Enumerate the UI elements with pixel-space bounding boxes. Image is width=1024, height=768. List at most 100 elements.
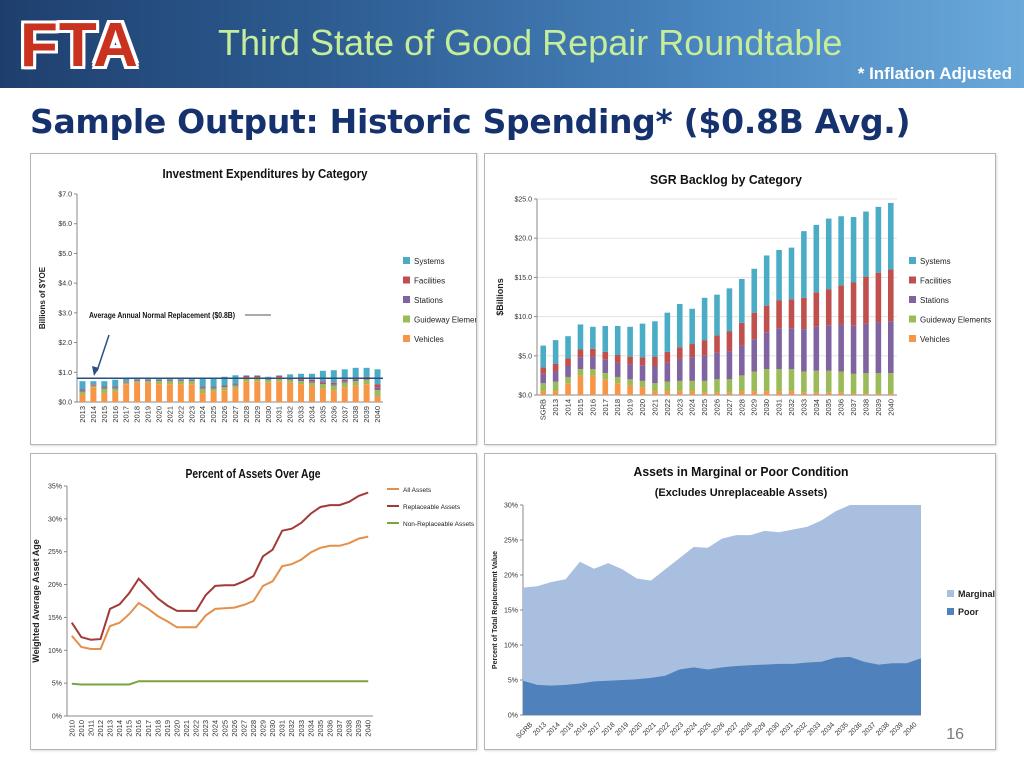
bar-guideway-elements-2031 (276, 378, 283, 382)
bar-vehicles-2035 (319, 388, 326, 402)
x-tick-label: 2024 (198, 406, 207, 423)
bar-systems-2028 (739, 278, 745, 323)
bar-systems-2026 (714, 294, 720, 336)
chart-title: Assets in Marginal or Poor Condition (634, 464, 849, 479)
x-tick-label: 2030 (268, 720, 277, 737)
bar-vehicles-2038 (863, 393, 869, 395)
bar-guideway-elements-2023 (676, 380, 683, 392)
bar-stations-2031 (776, 328, 782, 370)
bar-facilities-2026 (221, 385, 228, 386)
x-tick-label: 2036 (329, 406, 338, 423)
bar-vehicles-2020 (639, 387, 646, 395)
bar-facilities-2024 (199, 386, 206, 388)
bar-stations-2017 (123, 381, 130, 383)
x-tick-label: 2032 (793, 721, 809, 737)
x-tick-label: 2020 (638, 399, 647, 416)
bar-systems-2031 (276, 375, 283, 376)
x-tick-label: 2028 (242, 406, 251, 423)
bar-stations-2030 (265, 378, 272, 380)
x-tick-label: 2032 (787, 399, 796, 416)
bar-vehicles-2038 (352, 385, 359, 402)
bar-guideway-elements-2017 (602, 373, 609, 380)
bar-vehicles-2015 (101, 393, 108, 402)
x-tick-label: 2020 (154, 406, 163, 423)
bar-vehicles-2034 (308, 385, 315, 402)
bar-facilities-2014 (90, 384, 97, 385)
bar-guideway-elements-2031 (776, 369, 782, 392)
x-tick-label: 2016 (573, 721, 589, 737)
bar-vehicles-2023 (676, 391, 683, 395)
x-tick-label: 2038 (351, 406, 360, 423)
y-tick-label: $0.0 (518, 393, 532, 400)
bar-facilities-2019 (627, 356, 633, 365)
bar-stations-2023 (676, 358, 683, 381)
bar-facilities-2019 (145, 379, 152, 381)
x-tick-label: 2016 (111, 406, 120, 423)
legend-label-replaceable-assets: Replaceable Assets (403, 504, 461, 511)
bar-systems-2015 (101, 381, 108, 387)
bar-systems-2032 (788, 247, 795, 300)
bar-facilities-2034 (308, 379, 315, 382)
legend-swatch-poor (947, 608, 954, 615)
x-tick-label: 2018 (601, 721, 617, 737)
bar-facilities-2028 (739, 322, 745, 346)
bar-guideway-elements-2019 (627, 379, 633, 386)
bar-systems-SGRB (540, 345, 546, 368)
bar-vehicles-2022 (177, 384, 184, 402)
annotation-arrow-head (92, 366, 99, 376)
x-tick-label: 2015 (125, 720, 134, 737)
bar-guideway-elements-2036 (838, 371, 844, 393)
bar-systems-2023 (676, 304, 683, 348)
bar-guideway-elements-2024 (689, 380, 695, 392)
bar-vehicles-2031 (276, 381, 283, 402)
x-tick-label: 2014 (115, 720, 124, 737)
bar-facilities-2040 (888, 269, 894, 322)
x-tick-label: 2036 (848, 721, 864, 737)
fta-logo-text: FTA (20, 11, 139, 80)
bar-stations-2021 (166, 380, 173, 382)
y-tick-label: $5.0 (58, 251, 72, 258)
x-tick-label: 2038 (345, 720, 354, 737)
investment-expenditures-svg: $0.0 $1.0 $2.0 $3.0 $4.0 $5.0 $6.0 $7.0 Investme… (38, 166, 476, 423)
x-tick-label: 2028 (738, 721, 754, 737)
x-tick-label: 2034 (306, 720, 315, 737)
bar-stations-2026 (714, 352, 720, 380)
y-tick-label: 10% (504, 643, 518, 650)
x-tick-label: 2029 (253, 406, 262, 423)
bar-facilities-2013 (552, 363, 559, 372)
x-tick-label: 2037 (861, 721, 877, 737)
bar-guideway-elements-2034 (308, 382, 315, 386)
bar-vehicles-2031 (776, 391, 782, 395)
bar-facilities-2035 (319, 381, 326, 383)
y-tick-label: $10.0 (514, 314, 532, 321)
x-tick-label: 2012 (96, 720, 105, 737)
bar-facilities-2025 (210, 386, 217, 388)
y-tick-label: $1.0 (58, 370, 72, 377)
x-tick-label: 2023 (201, 720, 210, 737)
bar-guideway-elements-2018 (134, 381, 141, 383)
y-tick-label: $20.0 (514, 236, 532, 243)
x-tick-label: 2036 (325, 720, 334, 737)
legend-swatch-systems (403, 257, 410, 264)
bar-guideway-elements-2035 (319, 384, 326, 389)
x-tick-label: 2039 (874, 399, 883, 416)
legend-swatch-stations (403, 296, 410, 303)
bar-stations-2014 (90, 384, 97, 386)
bar-stations-2034 (308, 381, 315, 383)
bar-systems-2037 (850, 217, 857, 283)
bar-systems-2014 (565, 336, 571, 359)
bar-stations-2028 (739, 345, 745, 376)
y-tick-label: $15.0 (514, 275, 532, 282)
x-tick-label: 2035 (834, 721, 850, 737)
bar-guideway-elements-2039 (363, 379, 370, 385)
bar-facilities-2028 (243, 375, 250, 378)
x-tick-label: 2028 (737, 399, 746, 416)
bar-facilities-2021 (166, 379, 173, 381)
bar-facilities-2016 (590, 348, 596, 357)
x-tick-label: 2024 (683, 721, 699, 737)
bar-systems-2027 (232, 375, 239, 384)
bar-stations-2037 (341, 381, 348, 383)
bar-stations-2033 (298, 379, 305, 382)
x-tick-label: 2040 (373, 406, 382, 423)
y-tick-label: 0% (52, 714, 62, 721)
